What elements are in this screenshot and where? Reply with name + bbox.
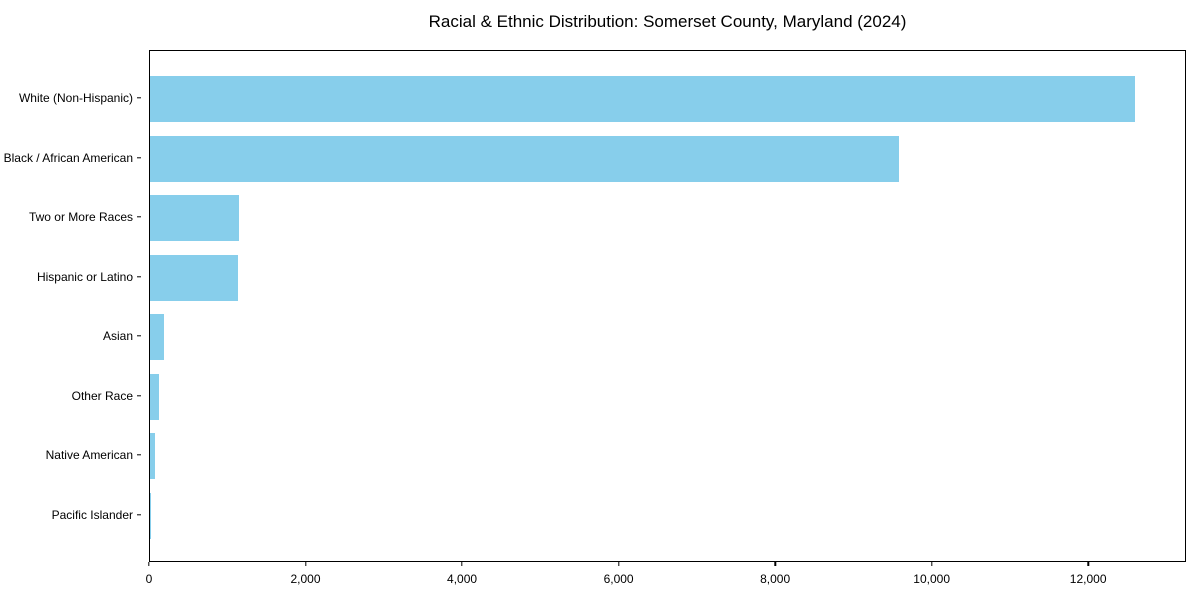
y-tick — [137, 275, 141, 278]
x-tick-label: 0 — [145, 572, 153, 586]
x-tick-label: 6,000 — [603, 572, 634, 586]
y-tick — [137, 513, 141, 516]
y-axis-labels: White (Non-Hispanic) Black / African Amer… — [0, 50, 141, 562]
x-tick-label: 12,000 — [1069, 572, 1107, 586]
bar — [150, 254, 238, 301]
x-tick — [930, 562, 933, 566]
y-tick-label: Asian — [102, 329, 133, 343]
bar — [150, 314, 165, 360]
y-tick — [137, 454, 141, 456]
x-tick — [461, 562, 463, 566]
y-tick-label: Native American — [45, 448, 133, 462]
plot-area — [149, 50, 1186, 562]
bar — [150, 195, 240, 241]
y-tick — [137, 394, 141, 397]
x-tick — [617, 562, 620, 566]
x-tick — [148, 562, 150, 566]
y-tick-label: Two or More Races — [28, 210, 133, 224]
y-tick — [137, 335, 141, 337]
x-tick-label: 4,000 — [447, 572, 478, 586]
bar — [150, 492, 151, 539]
x-tick — [304, 562, 307, 566]
y-tick-label: Hispanic or Latino — [36, 269, 133, 284]
x-axis: 0 2,000 4,000 6,000 8,000 10,000 12,000 — [145, 562, 1186, 592]
x-tick-label: 2,000 — [290, 572, 321, 586]
bar — [150, 373, 160, 420]
x-tick — [1087, 562, 1089, 566]
y-tick-label: Black / African American — [3, 150, 133, 165]
bar — [150, 433, 155, 479]
y-tick — [137, 97, 141, 99]
x-tick — [774, 562, 776, 566]
chart-title: Racial & Ethnic Distribution: Somerset C… — [428, 12, 907, 31]
y-tick-label: Pacific Islander — [51, 507, 133, 522]
x-tick-label: 10,000 — [913, 572, 950, 586]
y-tick — [137, 156, 141, 159]
y-tick — [137, 216, 141, 218]
bar — [150, 135, 899, 182]
bar — [150, 76, 1135, 122]
y-tick-label: White (Non-Hispanic) — [18, 91, 133, 105]
x-tick-label: 8,000 — [760, 572, 791, 586]
y-tick-label: Other Race — [71, 388, 133, 403]
